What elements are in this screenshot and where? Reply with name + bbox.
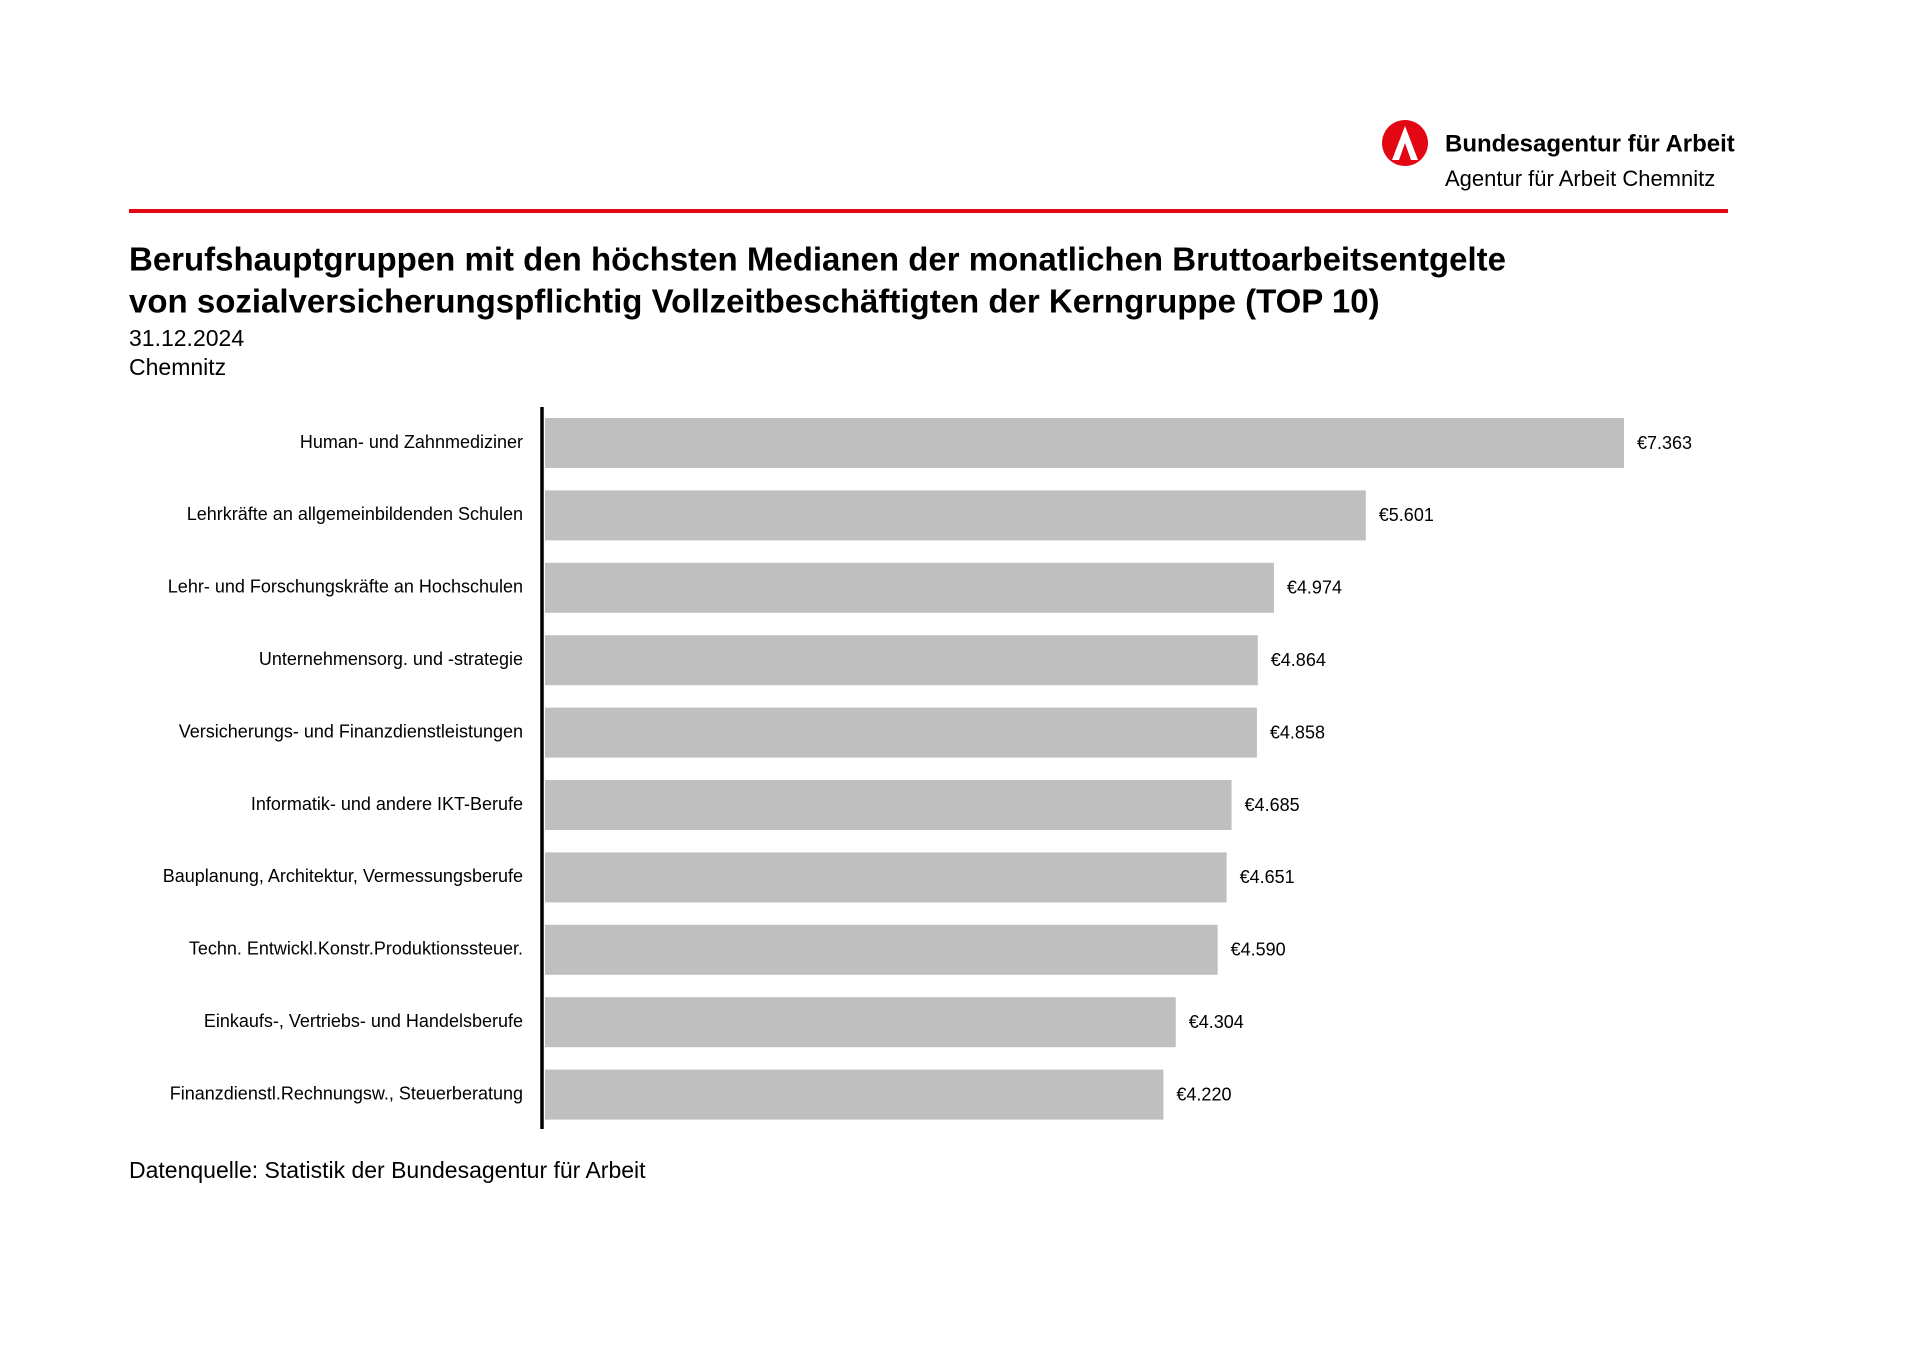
value-label: €4.220 <box>1176 1084 1231 1104</box>
value-label: €4.304 <box>1189 1012 1244 1032</box>
chart-title: Berufshauptgruppen mit den höchsten Medi… <box>129 241 1506 278</box>
bar <box>545 924 1218 975</box>
region: Chemnitz <box>129 354 226 380</box>
value-label: €4.685 <box>1245 795 1300 815</box>
value-label: €4.651 <box>1240 867 1295 887</box>
category-label: Lehr- und Forschungskräfte an Hochschule… <box>168 577 523 597</box>
value-label: €7.363 <box>1637 433 1692 453</box>
org-name: Bundesagentur für Arbeit <box>1445 130 1735 157</box>
value-label: €4.590 <box>1231 940 1286 960</box>
agency-name: Agentur für Arbeit Chemnitz <box>1445 166 1715 191</box>
chart-title: von sozialversicherungspflichtig Vollzei… <box>129 283 1380 320</box>
bar <box>545 707 1257 758</box>
category-label: Techn. Entwickl.Konstr.Produktionssteuer… <box>189 939 523 959</box>
bar <box>545 418 1624 468</box>
category-label: Finanzdienstl.Rechnungsw., Steuerberatun… <box>170 1083 523 1103</box>
value-label: €4.974 <box>1287 578 1342 598</box>
bar <box>545 490 1366 541</box>
bar <box>545 997 1176 1048</box>
bar <box>545 852 1227 903</box>
value-label: €4.858 <box>1270 722 1325 742</box>
category-label: Bauplanung, Architektur, Vermessungsberu… <box>163 866 523 886</box>
category-label: Unternehmensorg. und -strategie <box>259 649 523 669</box>
date: 31.12.2024 <box>129 325 244 351</box>
category-label: Informatik- und andere IKT-Berufe <box>251 794 523 814</box>
category-label: Human- und Zahnmediziner <box>300 432 523 452</box>
logo <box>1382 120 1428 166</box>
bar <box>545 562 1274 613</box>
category-label: Einkaufs-, Vertriebs- und Handelsberufe <box>204 1011 523 1031</box>
source: Datenquelle: Statistik der Bundesagentur… <box>129 1157 646 1183</box>
value-label: €5.601 <box>1379 505 1434 525</box>
value-label: €4.864 <box>1271 650 1326 670</box>
logo-mark <box>1392 126 1418 160</box>
bar <box>545 780 1232 830</box>
category-label: Lehrkräfte an allgemeinbildenden Schulen <box>187 504 523 524</box>
bar <box>545 1069 1164 1120</box>
bar <box>545 635 1258 686</box>
category-label: Versicherungs- und Finanzdienstleistunge… <box>179 721 523 741</box>
